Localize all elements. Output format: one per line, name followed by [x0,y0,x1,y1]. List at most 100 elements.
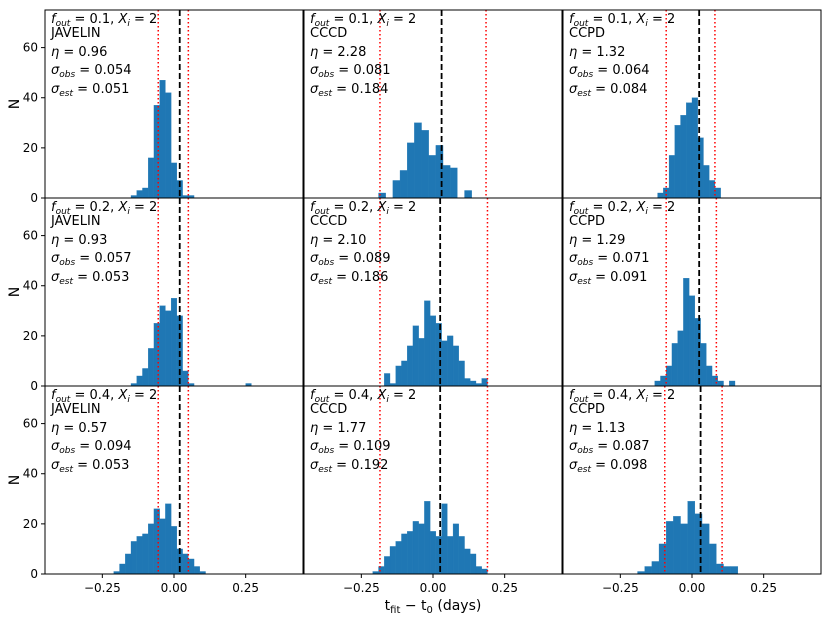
sigma-obs-symbol: σ [51,439,60,454]
x-axis-label: tfit − t0 (days) [385,598,482,616]
histogram-bar [424,501,431,575]
histogram-bar [709,180,716,199]
histogram-bar [447,335,454,387]
histogram-bar [730,566,739,575]
sigma-est-symbol: σ [310,270,319,285]
histogram-bar [666,521,674,575]
fout-subscript: out [315,207,330,217]
sigma-obs-reset: = 0.087 [593,439,649,454]
eta-value: = 1.13 [577,421,625,436]
y-axis-label-row-2: N [7,287,23,297]
annotation-sigma-obs: σobs = 0.071 [569,251,650,268]
histogram-bar [421,130,429,199]
histogram-bar [687,501,696,575]
fout-reset: = 0.4, [70,388,118,403]
fout-reset: = 0.2, [588,200,636,215]
histogram-bar [701,523,710,575]
annotation-sigma-obs: σobs = 0.087 [569,439,650,456]
eta-symbol: η [51,45,59,60]
fout-reset: = 0.1, [70,12,118,27]
y-axis-label-row-1: N [7,99,23,109]
x-tick-label: 0.25 [491,581,518,595]
sigma-est-symbol: σ [569,270,578,285]
histogram-bar [182,370,189,387]
annotation-sigma-est: σest = 0.051 [51,82,129,99]
sigma-est-reset: = 0.192 [332,458,388,473]
histogram-bar [452,523,459,575]
sigma-est-symbol: σ [51,82,60,97]
sigma-est-subscript: est [577,277,591,287]
sigma-obs-symbol: σ [569,63,578,78]
histogram-bar [709,543,717,575]
sigma-est-symbol: σ [569,458,578,473]
annotation-sigma-est: σest = 0.053 [51,458,129,475]
fout-subscript: out [56,395,71,405]
sigma-est-reset: = 0.051 [73,82,129,97]
annotation-eta: η = 0.96 [51,45,107,60]
sigma-obs-subscript: obs [318,258,334,268]
y-tick-label: 40 [23,279,38,293]
annotation-fout-xi: fout = 0.4, Xi = 2 [51,388,157,405]
histogram-bar [680,115,687,199]
annotation-eta: η = 1.13 [569,421,625,436]
annotation-eta: η = 1.77 [310,421,366,436]
histogram-bar [392,180,401,199]
sigma-obs-symbol: σ [51,251,60,266]
annotation-sigma-est: σest = 0.186 [310,270,388,287]
histogram-bar [428,155,437,199]
histogram-bar [424,300,431,387]
fout-symbol: f [569,388,576,403]
sigma-est-subscript: est [59,465,73,475]
histogram-bar [148,523,155,575]
histogram-bar [407,345,414,387]
eta-value: = 0.93 [59,233,107,248]
histogram-bar [170,526,178,575]
annotation-sigma-est: σest = 0.053 [51,270,129,287]
sigma-obs-subscript: obs [318,70,334,80]
histogram-bar [165,310,172,387]
histogram-bar [716,563,724,575]
eta-symbol: η [569,233,577,248]
xi-symbol: X [117,388,128,403]
histogram-bar [683,278,690,387]
eta-symbol: η [310,45,318,60]
sigma-est-subscript: est [577,465,591,475]
histogram-bar [714,187,721,199]
sigma-est-reset: = 0.186 [332,270,388,285]
histogram-bar [654,380,661,387]
histogram-bar [452,345,459,387]
histogram-bar [142,368,149,387]
y-tick-label: 40 [23,467,38,481]
histogram-bar [407,531,414,575]
histogram-bar [711,375,718,387]
histogram-bar [691,97,698,199]
eta-value: = 0.57 [59,421,107,436]
histogram-bar [703,165,710,199]
xi-subscript: i [386,395,389,405]
xi-value: = 2 [648,388,675,403]
xi-value: = 2 [389,200,416,215]
sigma-obs-symbol: σ [310,251,319,266]
sigma-est-reset: = 0.184 [332,82,388,97]
histogram-bar [657,192,664,199]
histogram-bar [407,142,415,199]
sigma-est-subscript: est [318,89,332,99]
y-tick-label: 0 [30,379,38,393]
annotation-sigma-est: σest = 0.091 [569,270,647,287]
fout-subscript: out [574,207,589,217]
histogram-bar [464,378,471,387]
histogram-bar [182,553,189,575]
histogram-bar [142,187,149,199]
histogram-bar [663,187,670,199]
x-tick-label: −0.25 [602,581,639,595]
fout-reset: = 0.1, [329,12,377,27]
xi-value: = 2 [389,12,416,27]
xi-subscript: i [645,19,648,29]
histogram-bar [688,295,696,387]
xi-symbol: X [635,200,646,215]
histogram-bar [729,380,736,387]
fout-reset: = 0.2, [329,200,377,215]
